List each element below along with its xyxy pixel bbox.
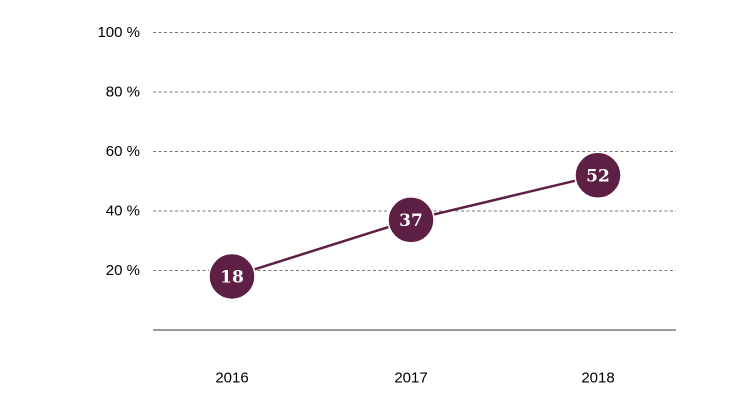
y-tick-label: 40 % — [106, 203, 140, 220]
data-point — [387, 196, 435, 244]
data-label: 18 — [220, 267, 244, 287]
x-tick-label: 2017 — [394, 370, 427, 387]
data-point — [208, 252, 256, 301]
x-tick-label: 2018 — [581, 370, 614, 387]
x-axis-tick-labels: 2016 2017 2018 — [215, 370, 614, 387]
y-tick-label: 100 % — [97, 24, 140, 41]
data-label: 52 — [586, 166, 610, 186]
y-tick-label: 60 % — [106, 143, 140, 160]
x-tick-label: 2016 — [215, 370, 248, 387]
y-tick-label: 80 % — [106, 84, 140, 101]
data-markers: 18 37 52 — [208, 151, 622, 301]
y-axis-tick-labels: 20 % 40 % 60 % 80 % 100 % — [97, 24, 140, 279]
data-label: 37 — [399, 211, 423, 231]
data-point — [574, 151, 622, 200]
y-tick-label: 20 % — [106, 262, 140, 279]
